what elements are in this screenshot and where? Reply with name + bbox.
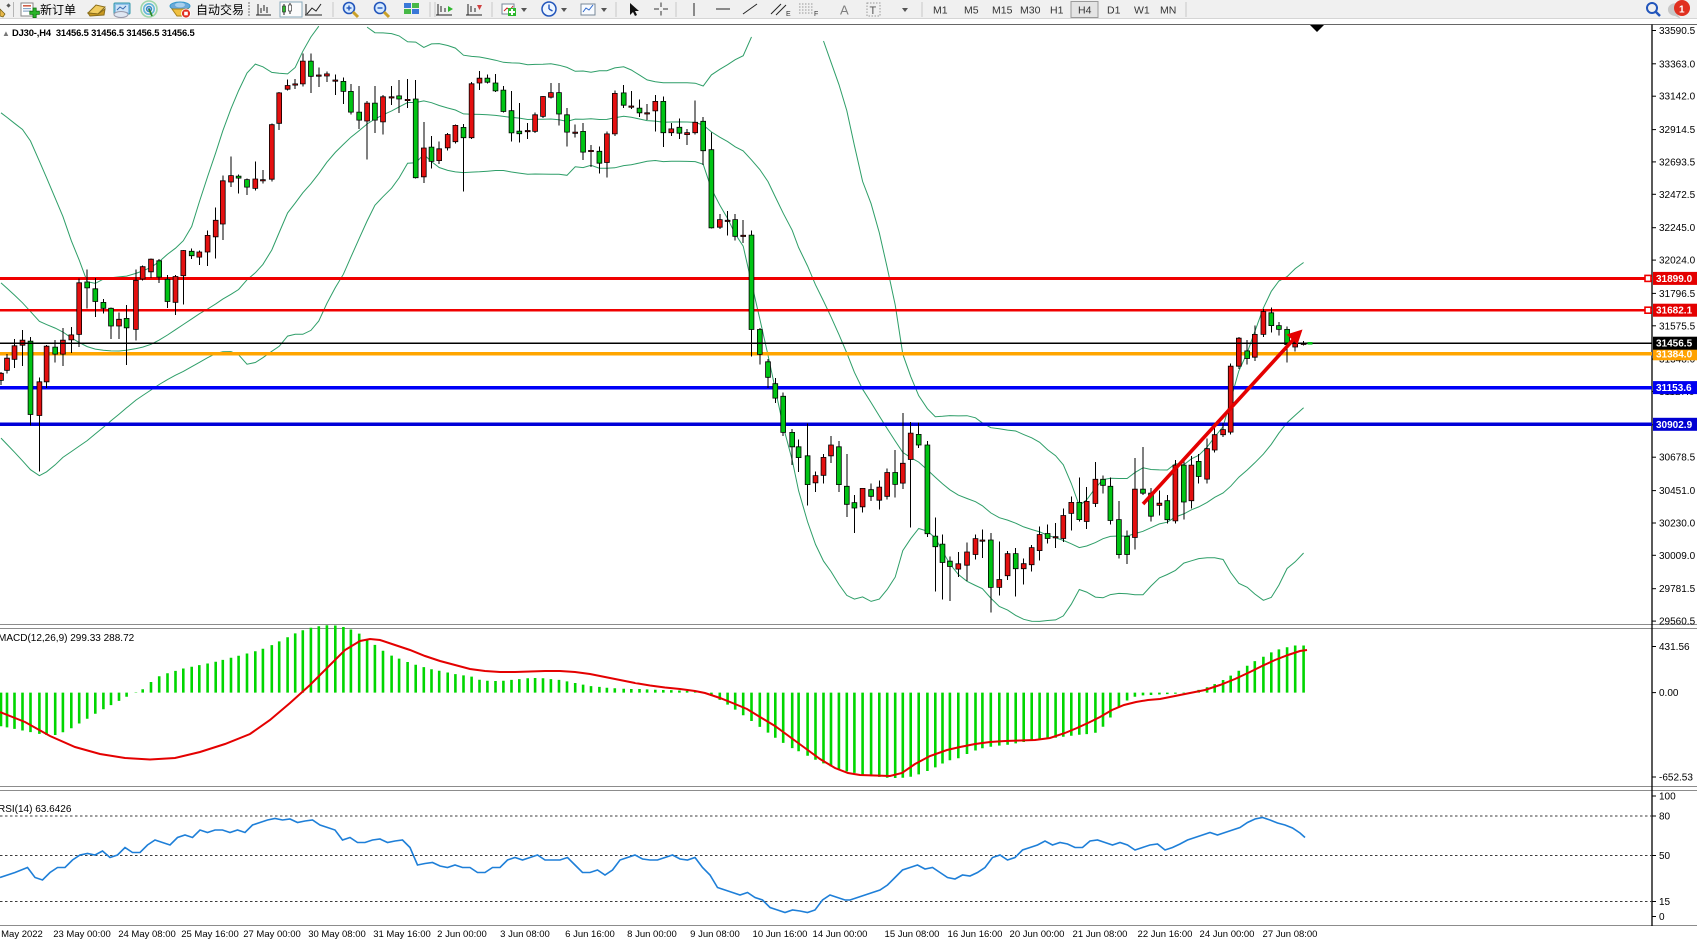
svg-text:33590.5: 33590.5	[1659, 26, 1696, 37]
svg-text:MACD(12,26,9) 299.33 288.72: MACD(12,26,9) 299.33 288.72	[0, 633, 135, 644]
svg-text:30678.5: 30678.5	[1659, 453, 1696, 464]
svg-text:▲: ▲	[2, 29, 10, 38]
svg-text:31899.0: 31899.0	[1656, 274, 1693, 285]
svg-text:新订单: 新订单	[40, 2, 76, 17]
svg-text:W1: W1	[1134, 5, 1150, 17]
svg-text:30451.0: 30451.0	[1659, 486, 1696, 497]
svg-text:16 Jun 16:00: 16 Jun 16:00	[948, 929, 1003, 940]
svg-text:2 Jun 00:00: 2 Jun 00:00	[437, 929, 487, 940]
svg-text:RSI(14) 63.6426: RSI(14) 63.6426	[0, 804, 72, 815]
svg-text:M30: M30	[1020, 5, 1041, 17]
svg-text:80: 80	[1659, 812, 1671, 823]
svg-text:32245.0: 32245.0	[1659, 223, 1696, 234]
svg-text:H4: H4	[1078, 5, 1092, 17]
svg-text:A: A	[840, 3, 849, 18]
svg-text:27 Jun 08:00: 27 Jun 08:00	[1263, 929, 1318, 940]
svg-text:30230.0: 30230.0	[1659, 519, 1696, 530]
svg-text:T: T	[870, 5, 877, 17]
svg-text:F: F	[814, 11, 818, 18]
svg-text:29781.5: 29781.5	[1659, 584, 1696, 595]
svg-text:24 May 08:00: 24 May 08:00	[118, 929, 176, 940]
svg-text:30009.0: 30009.0	[1659, 551, 1696, 562]
svg-text:M1: M1	[933, 5, 948, 17]
svg-text:30902.9: 30902.9	[1656, 420, 1693, 431]
svg-text:9 Jun 08:00: 9 Jun 08:00	[690, 929, 740, 940]
svg-text:10 Jun 16:00: 10 Jun 16:00	[753, 929, 808, 940]
svg-text:E: E	[786, 11, 791, 18]
svg-text:D1: D1	[1107, 5, 1121, 17]
svg-text:32693.5: 32693.5	[1659, 157, 1696, 168]
svg-text:1: 1	[1679, 5, 1685, 16]
svg-text:23 May 00:00: 23 May 00:00	[53, 929, 111, 940]
svg-text:M5: M5	[964, 5, 979, 17]
svg-text:29560.5: 29560.5	[1659, 617, 1696, 628]
svg-text:24 Jun 00:00: 24 Jun 00:00	[1200, 929, 1255, 940]
svg-text:25 May 16:00: 25 May 16:00	[181, 929, 239, 940]
svg-text:0.00: 0.00	[1659, 688, 1679, 699]
svg-text:14 Jun 00:00: 14 Jun 00:00	[813, 929, 868, 940]
svg-text:32024.0: 32024.0	[1659, 256, 1696, 267]
svg-text:15 Jun 08:00: 15 Jun 08:00	[885, 929, 940, 940]
svg-text:100: 100	[1659, 792, 1676, 803]
svg-text:431.56: 431.56	[1659, 642, 1690, 653]
svg-text:自动交易: 自动交易	[196, 2, 244, 17]
svg-text:0: 0	[1659, 912, 1665, 923]
svg-text:31575.5: 31575.5	[1659, 321, 1696, 332]
svg-text:27 May 00:00: 27 May 00:00	[243, 929, 301, 940]
svg-text:32472.5: 32472.5	[1659, 190, 1696, 201]
svg-text:30 May 08:00: 30 May 08:00	[308, 929, 366, 940]
svg-text:-652.53: -652.53	[1659, 773, 1693, 784]
svg-text:8 Jun 00:00: 8 Jun 00:00	[627, 929, 677, 940]
svg-text:32914.5: 32914.5	[1659, 125, 1696, 136]
svg-text:31384.0: 31384.0	[1656, 349, 1693, 360]
svg-text:31682.1: 31682.1	[1656, 306, 1693, 317]
svg-text:31153.6: 31153.6	[1656, 383, 1692, 394]
svg-text:MN: MN	[1160, 5, 1176, 17]
svg-text:DJ30-,H4 31456.5 31456.5 3145: DJ30-,H4 31456.5 31456.5 31456.5 31456.5	[12, 27, 195, 38]
svg-text:50: 50	[1659, 851, 1671, 862]
svg-text:H1: H1	[1050, 5, 1064, 17]
svg-text:31 May 16:00: 31 May 16:00	[373, 929, 431, 940]
svg-text:M15: M15	[992, 5, 1013, 17]
svg-text:3 Jun 08:00: 3 Jun 08:00	[500, 929, 550, 940]
svg-text:33142.0: 33142.0	[1659, 92, 1696, 103]
svg-text:33363.0: 33363.0	[1659, 59, 1696, 70]
svg-text:15: 15	[1659, 897, 1671, 908]
svg-text:6 Jun 16:00: 6 Jun 16:00	[565, 929, 615, 940]
svg-text:31456.5: 31456.5	[1656, 339, 1693, 350]
svg-text:21 Jun 08:00: 21 Jun 08:00	[1073, 929, 1128, 940]
svg-text:31796.5: 31796.5	[1659, 289, 1696, 300]
svg-text:22 Jun 16:00: 22 Jun 16:00	[1138, 929, 1193, 940]
svg-text:20 Jun 00:00: 20 Jun 00:00	[1010, 929, 1065, 940]
svg-text:May 2022: May 2022	[1, 929, 43, 940]
